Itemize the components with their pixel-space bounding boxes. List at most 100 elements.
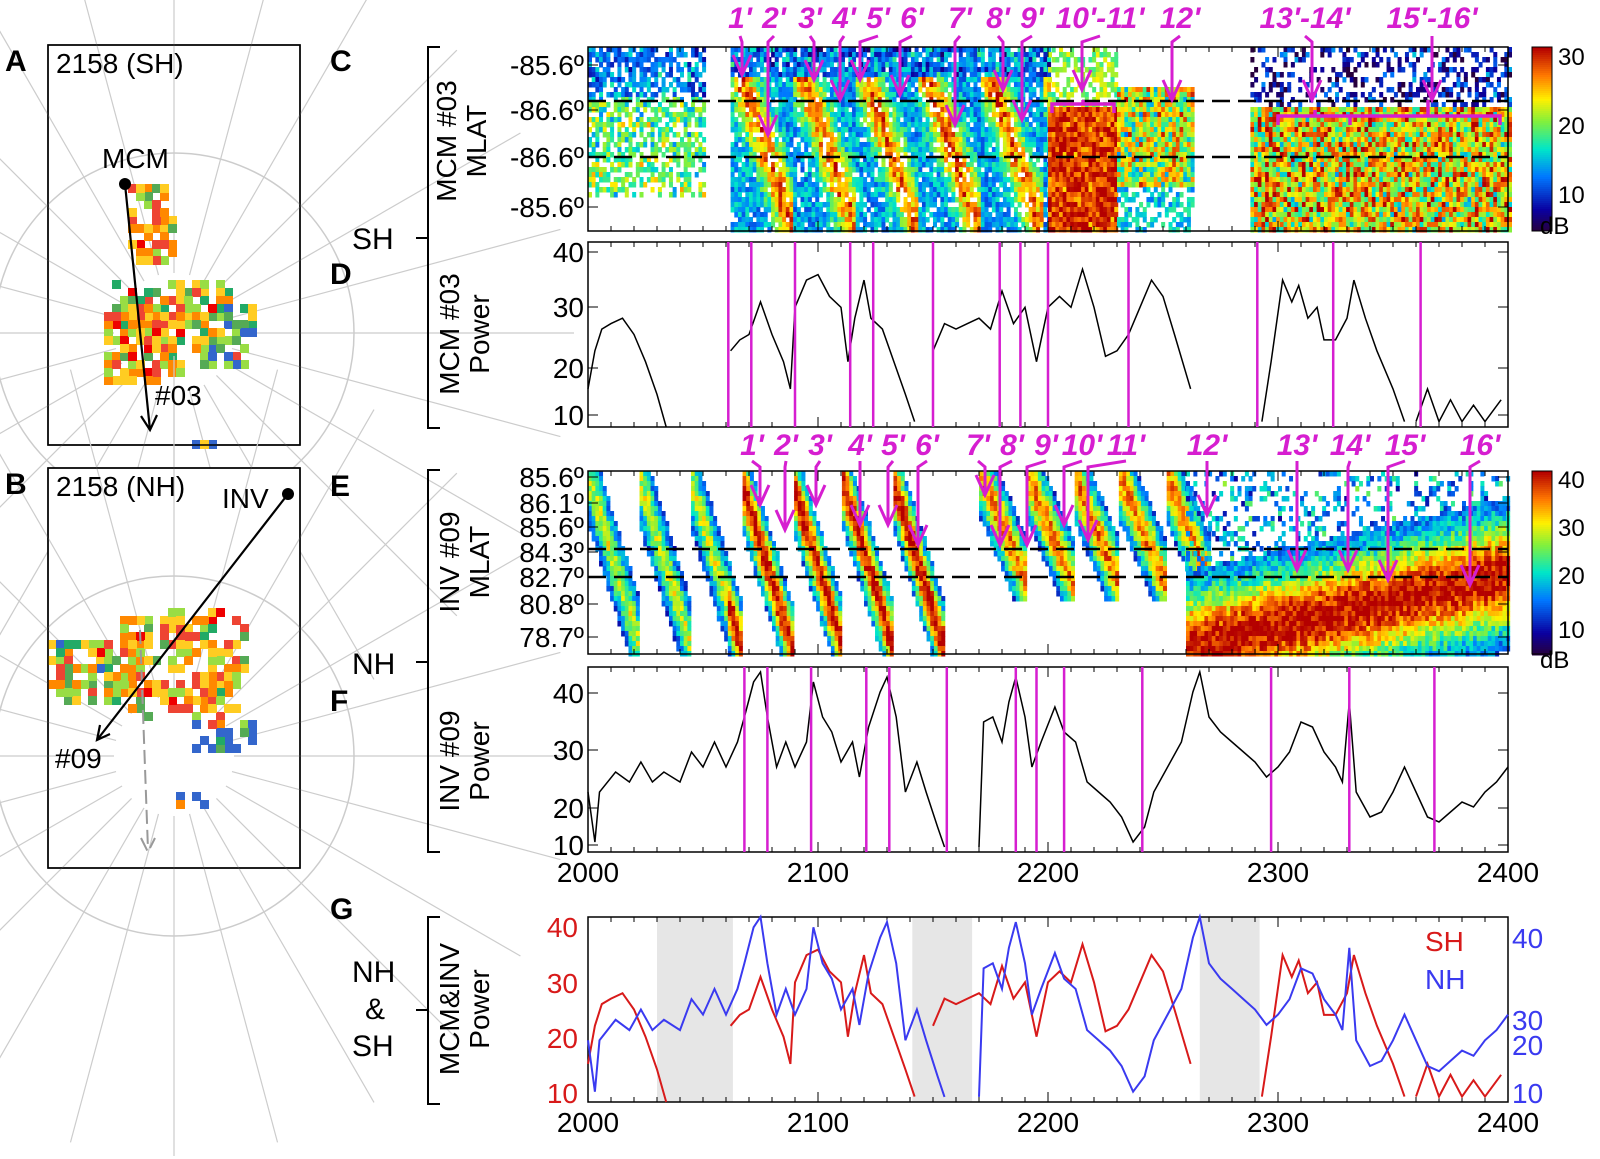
heatmap-c-cell: [654, 62, 659, 68]
heatmap-c-cell: [844, 87, 849, 93]
heatmap-c-cell: [683, 62, 688, 68]
heatmap-c-cell: [940, 147, 945, 153]
heatmap-c-cell: [1036, 102, 1041, 108]
heatmap-c-cell: [613, 177, 618, 183]
map-b-radar-cell: [120, 632, 129, 641]
heatmap-c-cell: [896, 82, 901, 88]
heatmap-c-cell: [591, 132, 596, 138]
heatmap-c-cell: [811, 172, 816, 178]
heatmap-c-cell: [914, 92, 919, 98]
heatmap-c-cell: [969, 187, 974, 193]
heatmap-c-cell: [760, 187, 765, 193]
heatmap-c-cell: [796, 112, 801, 118]
heatmap-c-cell: [1114, 157, 1119, 163]
map-b-radar-cell: [152, 656, 161, 665]
heatmap-c-cell: [973, 202, 978, 208]
heatmap-c-cell: [606, 92, 611, 98]
heatmap-c-cell: [588, 82, 592, 88]
heatmap-c-cell: [635, 107, 640, 113]
heatmap-c-cell: [1092, 157, 1097, 163]
heatmap-c-cell: [1025, 142, 1029, 148]
heatmap-c-cell: [944, 67, 949, 73]
heatmap-c-cell: [944, 97, 949, 103]
heatmap-c-cell: [833, 222, 838, 228]
heatmap-c-cell: [752, 52, 757, 58]
heatmap-c-cell: [921, 62, 926, 68]
heatmap-c-cell: [855, 92, 860, 98]
heatmap-c-cell: [804, 122, 809, 128]
heatmap-c-cell: [763, 147, 768, 153]
heatmap-c-cell: [881, 187, 886, 193]
map-a-radar-cell: [112, 280, 121, 289]
heatmap-c-cell: [749, 67, 753, 73]
heatmap-c-cell: [866, 97, 871, 103]
heatmap-c-cell: [848, 132, 853, 138]
heatmap-c-cell: [999, 217, 1004, 223]
heatmap-c-cell: [1088, 117, 1093, 123]
heatmap-c-cell: [848, 177, 853, 183]
map-a-radar-cell: [224, 296, 233, 305]
heatmap-c-cell: [962, 117, 967, 123]
heatmap-c-cell: [661, 57, 666, 63]
heatmap-c-cell: [999, 122, 1004, 128]
heatmap-c-cell: [822, 107, 827, 113]
heatmap-c-cell: [760, 217, 765, 223]
heatmap-c-cell: [822, 222, 827, 228]
heatmap-c-cell: [852, 202, 857, 208]
heatmap-c-cell: [1088, 112, 1093, 118]
heatmap-c-cell: [591, 72, 596, 78]
heatmap-c-cell: [947, 132, 952, 138]
heatmap-c-cell: [782, 132, 787, 138]
heatmap-c-cell: [800, 162, 805, 168]
heatmap-c-cell: [1095, 192, 1100, 198]
heatmap-c-cell: [588, 102, 592, 108]
heatmap-c-cell: [793, 172, 798, 178]
heatmap-c-cell: [855, 202, 860, 208]
map-a-radar-cell: [128, 344, 137, 353]
heatmap-c-cell: [1128, 142, 1133, 148]
heatmap-c-cell: [804, 82, 809, 88]
heatmap-c-cell: [933, 72, 937, 78]
heatmap-c-cell: [1062, 107, 1067, 113]
heatmap-c-cell: [702, 92, 707, 98]
heatmap-c-cell: [980, 102, 985, 108]
heatmap-c-cell: [591, 142, 596, 148]
heatmap-c-cell: [1081, 182, 1086, 188]
heatmap-c-cell: [624, 177, 629, 183]
heatmap-c-cell: [730, 192, 735, 198]
heatmap-c-cell: [599, 112, 604, 118]
heatmap-c-cell: [1099, 117, 1104, 123]
map-a-radar-cell: [128, 312, 137, 321]
heatmap-c-cell: [1135, 207, 1140, 213]
heatmap-c-cell: [771, 112, 776, 118]
map-a-radar-cell: [128, 288, 137, 297]
heatmap-c-cell: [951, 162, 956, 168]
heatmap-c-cell: [778, 142, 783, 148]
heatmap-c-cell: [1002, 72, 1007, 78]
heatmap-c-cell: [852, 112, 857, 118]
map-b-radar-cell: [64, 640, 73, 649]
heatmap-c-cell: [624, 137, 629, 143]
heatmap-c-cell: [687, 137, 692, 143]
heatmap-c-cell: [958, 122, 963, 128]
heatmap-c-cell: [811, 147, 816, 153]
heatmap-c-cell: [785, 67, 790, 73]
heatmap-c-cell: [829, 147, 834, 153]
heatmap-c-cell: [1114, 92, 1119, 98]
heatmap-c-cell: [977, 107, 982, 113]
heatmap-c-cell: [741, 222, 746, 228]
heatmap-c-cell: [914, 117, 919, 123]
map-b-radar-cell: [152, 688, 161, 697]
heatmap-c-cell: [1142, 112, 1147, 118]
heatmap-c-cell: [807, 137, 812, 143]
heatmap-c-cell: [1073, 132, 1078, 138]
heatmap-c-cell: [1124, 187, 1129, 193]
map-b-radar-cell: [240, 656, 249, 665]
heatmap-c-cell: [1013, 227, 1018, 233]
heatmap-c-cell: [1039, 137, 1044, 143]
heatmap-c-cell: [940, 82, 945, 88]
heatmap-c-cell: [624, 57, 629, 63]
heatmap-c-cell: [602, 177, 607, 183]
heatmap-c-cell: [1036, 157, 1041, 163]
heatmap-c-cell: [1051, 47, 1056, 53]
